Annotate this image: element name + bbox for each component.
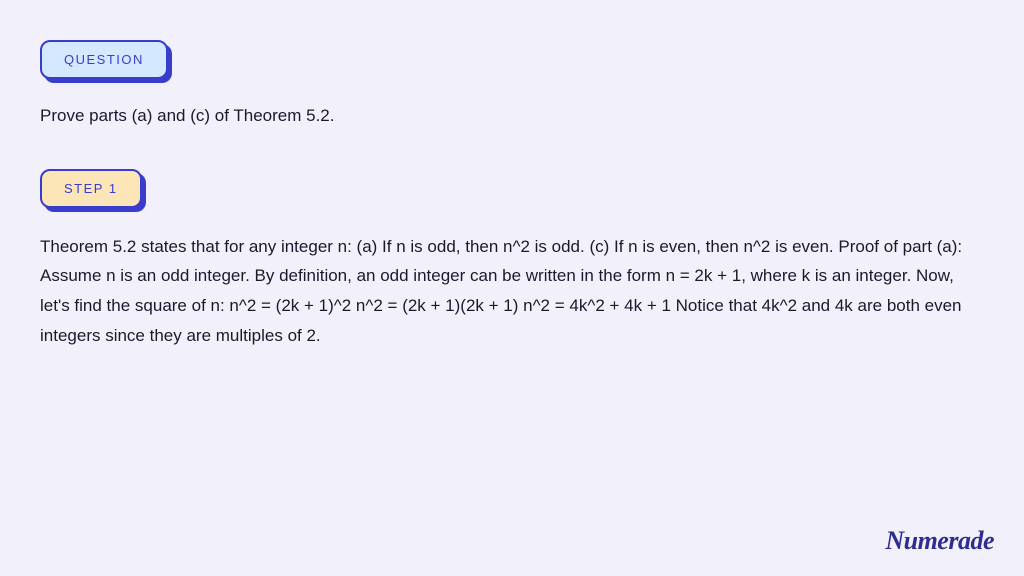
brand-logo: Numerade bbox=[885, 526, 994, 556]
step-badge-wrapper: STEP 1 bbox=[40, 169, 142, 208]
question-badge-wrapper: QUESTION bbox=[40, 40, 168, 79]
step-badge: STEP 1 bbox=[40, 169, 142, 208]
step-text: Theorem 5.2 states that for any integer … bbox=[40, 232, 984, 351]
question-text: Prove parts (a) and (c) of Theorem 5.2. bbox=[40, 103, 984, 129]
question-badge: QUESTION bbox=[40, 40, 168, 79]
